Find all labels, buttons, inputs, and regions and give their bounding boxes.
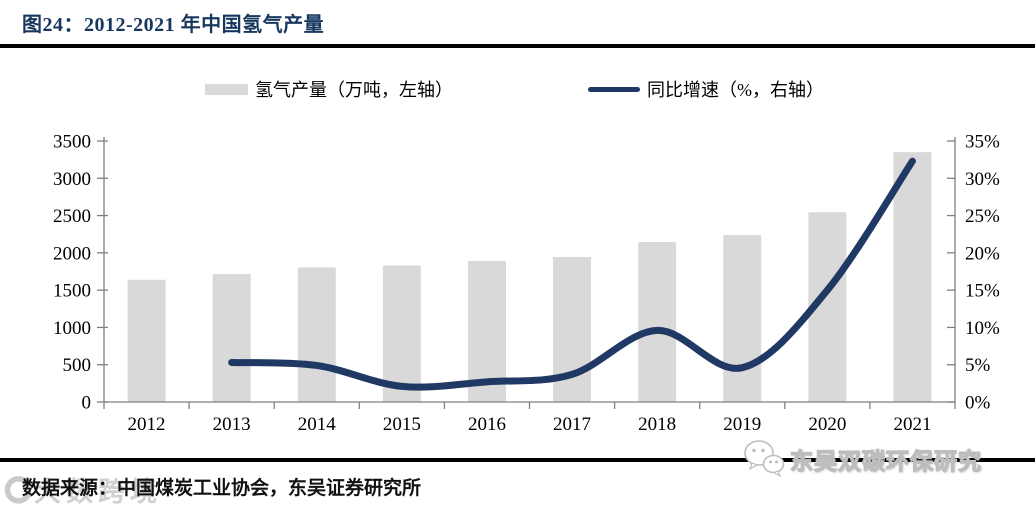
right-axis-label: 30%	[965, 169, 1000, 190]
left-axis-label: 0	[82, 393, 92, 414]
right-axis-label: 5%	[965, 355, 991, 376]
watermark-right-text: 东吴双碳环保研究	[789, 447, 982, 474]
data-source: 数据来源：中国煤炭工业协会，东吴证券研究所	[22, 478, 422, 499]
left-axis-label: 3000	[53, 169, 91, 190]
bottom-divider	[0, 458, 1035, 462]
cross-border-logo-icon	[2, 474, 32, 506]
legend-item-growth: 同比增速（%，右轴）	[588, 76, 824, 102]
x-axis-label-2020: 2020	[808, 414, 846, 435]
right-axis-label: 10%	[965, 318, 1000, 339]
bar-2018	[638, 242, 677, 402]
x-axis-label-2016: 2016	[468, 414, 506, 435]
legend-label-growth: 同比增速（%，右轴）	[647, 80, 824, 100]
x-axis-label-2021: 2021	[893, 414, 931, 435]
right-axis-label: 0%	[965, 393, 991, 414]
x-axis-label-2018: 2018	[638, 414, 676, 435]
bar-2014	[297, 267, 336, 402]
bar-legend-swatch	[205, 83, 248, 95]
line-legend-swatch	[588, 86, 640, 92]
left-axis-label: 1500	[53, 281, 91, 302]
x-axis-label-2019: 2019	[723, 414, 761, 435]
bar-2020	[808, 212, 847, 402]
right-axis-label: 20%	[965, 243, 1000, 264]
x-axis-label-2013: 2013	[213, 414, 251, 435]
figure-title: 图24：2012-2021 年中国氢气产量	[22, 14, 325, 36]
bar-2017	[553, 256, 592, 402]
legend-item-production: 氢气产量（万吨，左轴）	[205, 76, 453, 102]
bar-2013	[212, 274, 251, 402]
watermark-left-text: 大数跨境	[34, 477, 162, 507]
x-axis-label-2012: 2012	[128, 414, 166, 435]
left-axis-label: 3500	[53, 132, 91, 153]
watermark-left: 大数跨境	[2, 470, 162, 509]
right-axis-label: 25%	[965, 206, 1000, 227]
wechat-icon	[742, 438, 786, 480]
right-axis-label: 15%	[965, 281, 1000, 302]
growth-line	[228, 157, 916, 391]
bar-2016	[467, 261, 506, 402]
watermark-right: 东吴双碳环保研究	[742, 438, 982, 480]
x-axis-label-2014: 2014	[298, 414, 337, 435]
legend-label-production: 氢气产量（万吨，左轴）	[255, 80, 453, 100]
x-axis-label-2017: 2017	[553, 414, 591, 435]
bar-2012	[127, 279, 166, 402]
left-axis-label: 2000	[53, 243, 91, 264]
right-axis-label: 35%	[965, 132, 1000, 153]
bar-2019	[723, 234, 762, 402]
top-divider	[0, 44, 1035, 48]
bar-2021	[893, 152, 932, 402]
left-axis-label: 500	[63, 355, 92, 376]
left-axis-label: 2500	[53, 206, 91, 227]
left-axis-label: 1000	[53, 318, 91, 339]
bar-2015	[382, 265, 421, 402]
x-axis-label-2015: 2015	[383, 414, 421, 435]
